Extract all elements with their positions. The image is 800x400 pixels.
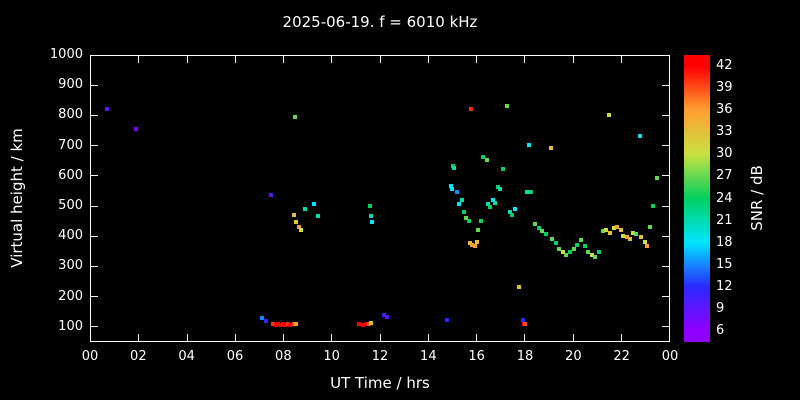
x-tick-label: 16 <box>468 349 485 364</box>
x-tick-label: 00 <box>81 349 99 364</box>
colorbar-tick-label: 24 <box>716 190 733 206</box>
y-tick-label: 300 <box>58 258 83 274</box>
x-tick-label: 12 <box>371 349 389 364</box>
colorbar-tick-label: 36 <box>716 102 733 118</box>
y-tick-label: 1000 <box>49 47 83 62</box>
x-tick-label: 20 <box>565 349 582 364</box>
colorbar-tick-label: 6 <box>716 322 725 338</box>
x-tick-label: 08 <box>275 349 292 364</box>
x-tick-label: 02 <box>130 349 147 364</box>
colorbar-tick-label: 33 <box>716 124 733 140</box>
x-tick-label: 06 <box>226 349 244 364</box>
colorbar-tick-label: 30 <box>716 146 733 162</box>
colorbar-tick-label: 39 <box>716 80 733 96</box>
colorbar-tick-label: 15 <box>716 256 733 272</box>
y-tick-label: 700 <box>58 137 83 153</box>
y-axis-label: Virtual height / km <box>8 128 26 268</box>
y-tick-label: 100 <box>58 318 83 334</box>
colorbar-tick-label: 9 <box>716 300 725 316</box>
chart-title: 2025-06-19. f = 6010 kHz <box>282 13 478 31</box>
colorbar-canvas <box>684 55 710 342</box>
colorbar-tick-label: 21 <box>716 212 733 228</box>
x-tick-label: 04 <box>178 349 195 364</box>
x-tick-label: 22 <box>613 349 630 364</box>
y-tick-label: 800 <box>58 107 83 123</box>
y-tick-label: 200 <box>58 288 83 304</box>
colorbar-tick-label: 27 <box>716 168 733 184</box>
colorbar-tick-label: 42 <box>716 58 733 74</box>
y-tick-label: 900 <box>58 77 83 93</box>
x-tick-label: 00 <box>661 349 679 364</box>
colorbar-label: SNR / dB <box>748 165 766 231</box>
x-tick-label: 18 <box>516 349 534 364</box>
x-axis-label: UT Time / hrs <box>330 374 430 392</box>
x-tick-label: 14 <box>420 349 437 364</box>
y-tick-label: 400 <box>58 228 83 244</box>
colorbar-tick-label: 18 <box>716 234 733 250</box>
colorbar-tick-label: 12 <box>716 278 733 294</box>
y-tick-label: 600 <box>58 167 83 183</box>
plot-canvas <box>90 55 670 342</box>
y-tick-label: 500 <box>58 198 83 214</box>
x-tick-label: 10 <box>323 349 340 364</box>
